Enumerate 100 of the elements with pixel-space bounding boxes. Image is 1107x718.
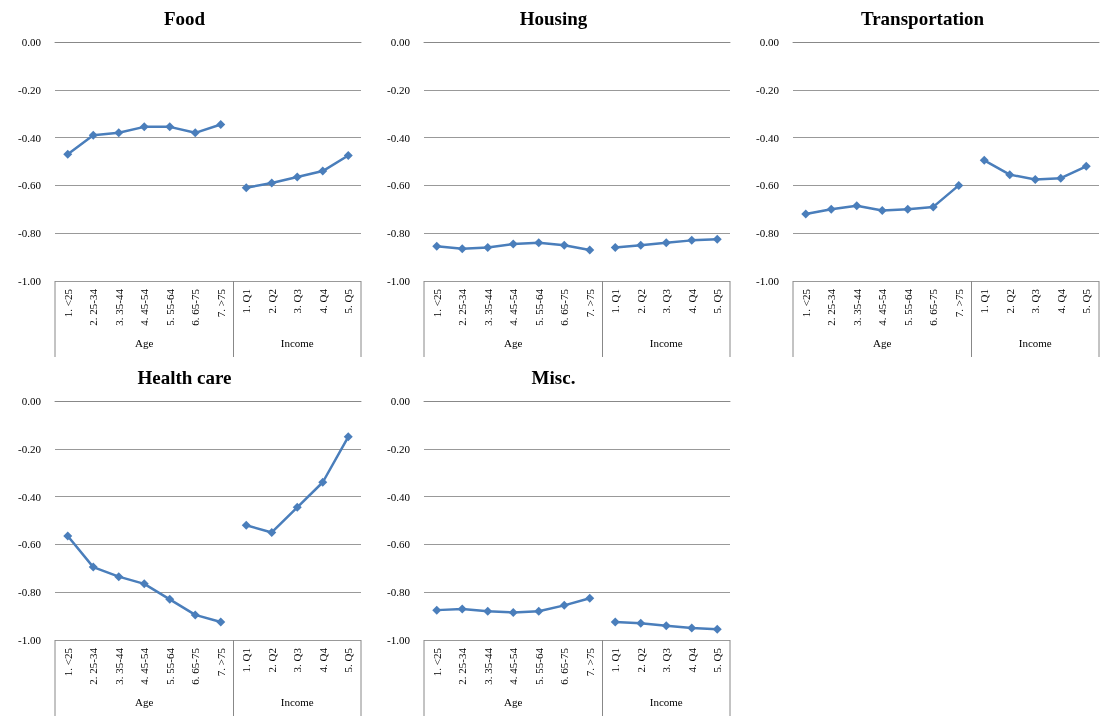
x-tick-label: 1. Q1 (609, 289, 622, 314)
y-tick-label: -0.80 (756, 227, 780, 240)
x-tick-label: 1. Q1 (240, 289, 253, 314)
x-tick-label: 4. 45-54 (507, 647, 520, 685)
x-tick-label: 3. 35-44 (481, 647, 494, 685)
chart-title: Health care (137, 367, 232, 388)
point (559, 600, 569, 610)
point (508, 608, 518, 618)
x-tick-label: 1. <25 (799, 288, 812, 318)
point (267, 178, 277, 188)
point (292, 502, 302, 512)
x-tick-label: 1. <25 (430, 647, 443, 677)
point (114, 572, 124, 582)
y-tick-label: -1.00 (18, 634, 42, 646)
x-tick-label: 2. 25-34 (825, 288, 838, 326)
point (88, 562, 98, 572)
x-tick-label: 1. <25 (61, 288, 74, 318)
point (343, 151, 353, 161)
point (139, 122, 149, 132)
x-tick-label: 1. Q1 (978, 289, 991, 314)
text: Age (504, 696, 523, 708)
x-tick-label: 2. Q2 (265, 289, 278, 314)
y-tick-label: -1.00 (387, 634, 411, 646)
x-tick-label: 5. Q5 (1080, 288, 1093, 314)
point (63, 531, 73, 541)
x-tick-label: 4. 45-54 (507, 288, 520, 326)
text: Age (135, 337, 154, 349)
y-tick-label: 0.00 (21, 36, 42, 48)
x-tick-label: 4. 45-54 (138, 288, 151, 326)
point (216, 617, 226, 627)
y-tick-label: -1.00 (387, 275, 411, 287)
point (292, 172, 302, 182)
x-tick-label: 1. Q1 (609, 648, 622, 673)
x-tick-label: 5. 55-64 (163, 288, 176, 326)
y-tick-label: -0.80 (18, 227, 42, 240)
chart-title: Transportation (860, 8, 985, 29)
y-tick-label: -0.60 (756, 179, 780, 192)
x-tick-label: 2. Q2 (265, 648, 278, 673)
y-tick-label: -0.20 (387, 83, 411, 96)
y-tick-label: -0.20 (756, 83, 780, 96)
x-tick-label: 2. 25-34 (456, 288, 469, 326)
point (801, 209, 811, 219)
x-tick-label: 5. 55-64 (901, 288, 914, 326)
point (1030, 174, 1040, 184)
y-tick-label: -0.60 (387, 179, 411, 192)
point (826, 204, 836, 214)
x-tick-label: 3. 35-44 (481, 288, 494, 326)
point (1056, 173, 1066, 183)
x-tick-label: 6. 65-75 (189, 647, 202, 685)
y-tick-label: -0.40 (18, 131, 42, 144)
y-tick-label: 0.00 (390, 395, 411, 407)
x-tick-label: 6. 65-75 (558, 647, 571, 685)
x-tick-label: 5. Q5 (711, 647, 724, 673)
chart-title: Misc. (531, 367, 576, 388)
x-tick-label: 7. >75 (214, 647, 227, 677)
y-tick-label: -0.60 (387, 538, 411, 551)
x-tick-label: 4. Q4 (685, 647, 698, 673)
x-tick-label: 5. Q5 (342, 288, 355, 314)
y-tick-label: -0.40 (387, 131, 411, 144)
y-tick-label: -0.20 (18, 442, 42, 455)
x-tick-label: 2. 25-34 (87, 288, 100, 326)
x-tick-label: 3. 35-44 (112, 647, 125, 685)
y-tick-label: -0.80 (387, 227, 411, 240)
y-tick-label: -0.80 (18, 586, 42, 599)
y-tick-label: -0.20 (18, 83, 42, 96)
text: Income (280, 696, 314, 708)
point (585, 593, 595, 603)
text: Income (649, 696, 683, 708)
point (661, 621, 671, 631)
x-tick-label: 4. 45-54 (138, 647, 151, 685)
point (241, 183, 251, 193)
point (610, 617, 620, 627)
text: Age (873, 337, 892, 349)
point (1081, 161, 1091, 171)
x-tick-label: 3. Q3 (1029, 288, 1042, 314)
point (190, 610, 200, 620)
x-tick-label: 3. Q3 (291, 288, 304, 314)
point (483, 606, 493, 616)
y-tick-label: -1.00 (756, 275, 780, 287)
x-tick-label: 7. >75 (952, 288, 965, 318)
x-tick-label: 3. 35-44 (112, 288, 125, 326)
x-tick-label: 5. 55-64 (532, 288, 545, 326)
x-tick-label: 1. <25 (430, 288, 443, 318)
x-tick-label: 2. Q2 (1003, 289, 1016, 314)
x-tick-label: 2. Q2 (634, 648, 647, 673)
x-tick-label: 7. >75 (214, 288, 227, 318)
point (190, 128, 200, 138)
point (954, 180, 964, 190)
point (63, 149, 73, 159)
y-tick-label: -0.40 (387, 490, 411, 503)
chart-title: Housing (519, 8, 588, 29)
y-tick-label: -0.60 (18, 179, 42, 192)
point (139, 579, 149, 589)
x-tick-label: 6. 65-75 (558, 288, 571, 326)
y-tick-label: -0.80 (387, 586, 411, 599)
x-tick-label: 3. Q3 (660, 288, 673, 314)
point (432, 605, 442, 615)
x-tick-label: 1. <25 (61, 647, 74, 677)
x-tick-label: 4. Q4 (316, 647, 329, 673)
point (928, 202, 938, 212)
